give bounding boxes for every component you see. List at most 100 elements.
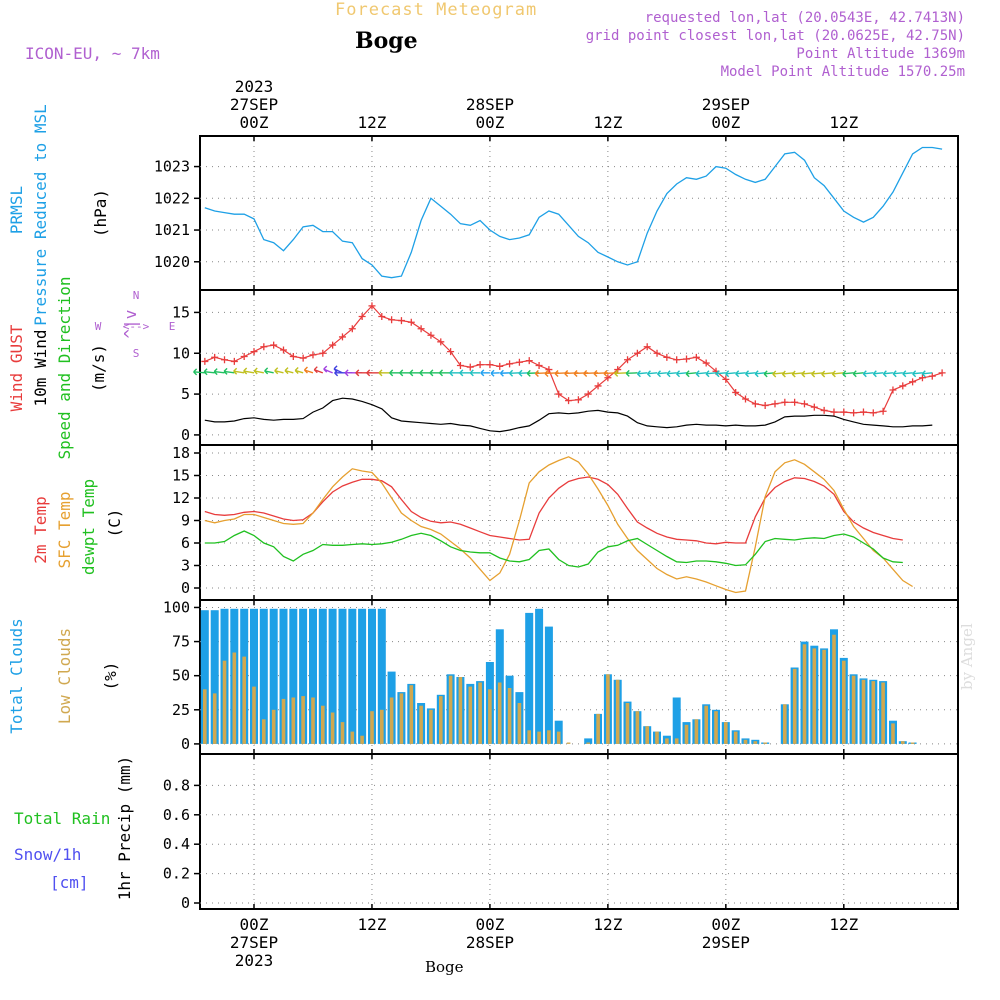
model-label: ICON-EU, ~ 7km <box>25 44 160 63</box>
total-cloud-bar <box>318 608 327 744</box>
low-cloud-bar <box>458 677 463 744</box>
wind-arrow-head <box>852 370 857 378</box>
wind-arrow <box>657 372 667 375</box>
low-cloud-bar <box>625 703 630 744</box>
wind-arrow <box>873 372 884 375</box>
low-cloud-bar <box>871 681 876 744</box>
requested-coords: requested lon,lat (20.0543E, 42.7413N) <box>644 10 965 26</box>
total-cloud-bar <box>584 738 593 744</box>
gust-marker <box>928 372 936 380</box>
low-cloud-bar <box>812 648 817 744</box>
gust-marker <box>879 407 887 415</box>
gust-marker <box>604 374 612 382</box>
gust-marker <box>211 353 219 361</box>
gust-marker <box>338 333 346 341</box>
wind-arrow-head <box>745 370 750 378</box>
wind-arrow-head <box>499 369 504 377</box>
wind-arrow-head <box>243 367 248 375</box>
wind-arrow-head <box>294 366 299 374</box>
wind-arrow-head <box>554 369 559 377</box>
total-cloud-bar <box>672 697 681 744</box>
precip-ytick-label: 0.4 <box>163 835 190 853</box>
wind-arrow-head <box>480 369 485 377</box>
low-cloud-bar <box>409 685 414 744</box>
low-cloud-bar <box>704 705 708 744</box>
low-cloud-bar <box>478 682 482 744</box>
gust-marker <box>594 382 602 390</box>
precip-ytick-label: 0.6 <box>163 806 190 824</box>
low-cloud-bar <box>556 731 561 744</box>
gust-marker <box>889 386 897 394</box>
gust-marker <box>643 343 651 351</box>
wind-arrow <box>233 370 245 374</box>
wind-arrow-head <box>636 370 641 378</box>
gust-marker <box>938 369 946 377</box>
low-cloud-bar <box>802 644 807 744</box>
wind-arrow-head <box>264 367 269 375</box>
low-cloud-bar <box>527 730 531 744</box>
low-cloud-bar <box>910 742 915 744</box>
wind-arrow <box>821 372 835 375</box>
wind-arrow-head <box>253 367 258 375</box>
gust-marker <box>869 409 877 417</box>
low-cloud-bar <box>763 742 767 744</box>
wind-arrow <box>893 372 903 375</box>
wind-arrow <box>614 372 628 375</box>
wind-arrow-head <box>233 367 238 375</box>
top-time-label: 29SEP <box>702 95 750 114</box>
gust-marker <box>830 408 838 416</box>
gust-marker <box>781 398 789 406</box>
pressure-label-2: Pressure Reduced to MSL <box>31 104 50 326</box>
gust-marker <box>309 351 317 359</box>
low-cloud-bar <box>252 686 256 744</box>
wind-arrow-head <box>902 370 907 378</box>
gust-marker <box>486 361 494 369</box>
bottom-time-label: 00Z <box>711 915 740 934</box>
gust-marker <box>565 397 573 405</box>
gust-marker <box>240 353 248 361</box>
wind-arrow-head <box>409 369 414 377</box>
total-cloud-bar <box>338 608 347 744</box>
total-cloud-bar <box>200 610 209 744</box>
pressure-label: PRMSL <box>7 186 26 234</box>
precip-ytick-label: 0.8 <box>163 776 190 794</box>
clouds-ytick-label: 75 <box>172 633 190 651</box>
bottom-time-label: 29SEP <box>702 933 750 952</box>
low-cloud-bar <box>399 693 404 744</box>
gust-marker <box>751 400 759 408</box>
wind-arrow-head <box>313 366 318 374</box>
pressure-line <box>204 146 943 279</box>
gust-marker <box>663 353 671 361</box>
low-cloud-bar <box>468 686 473 744</box>
gust-marker <box>859 408 867 416</box>
wind-arrow-head <box>705 370 710 378</box>
temp-ytick-label: 6 <box>181 534 190 552</box>
gust-marker <box>515 358 523 366</box>
wind-arrow-head <box>583 369 588 377</box>
low-cloud-bar <box>350 731 355 744</box>
pressure-ytick-label: 1020 <box>154 253 190 271</box>
sfc-temp-label: SFC Temp <box>55 491 74 568</box>
low-cloud-bar <box>370 711 374 744</box>
low-cloud-bar <box>674 738 679 744</box>
wind-arrow <box>686 372 697 375</box>
total-cloud-bar <box>250 608 258 744</box>
wind-arrow-head <box>685 370 690 378</box>
temp2m-line <box>204 476 903 545</box>
gust-marker <box>456 362 464 369</box>
gust-marker <box>407 318 415 326</box>
wind-arrow-head <box>625 369 630 377</box>
compass-e: E <box>169 320 176 333</box>
gust-marker <box>329 341 337 349</box>
wind-arrow-head <box>781 370 786 378</box>
gust-marker <box>260 343 268 351</box>
wind-arrow <box>243 370 255 374</box>
temp-ytick-label: 15 <box>172 467 190 485</box>
wind-arrow <box>0 0 942 373</box>
wind-arrow <box>637 372 648 375</box>
snow-label: Snow/1h <box>14 845 81 864</box>
precip-ytick-label: 0.2 <box>163 865 190 883</box>
gust-marker <box>397 317 405 325</box>
rain-label: Total Rain <box>14 809 110 828</box>
low-cloud-bar <box>507 688 512 744</box>
